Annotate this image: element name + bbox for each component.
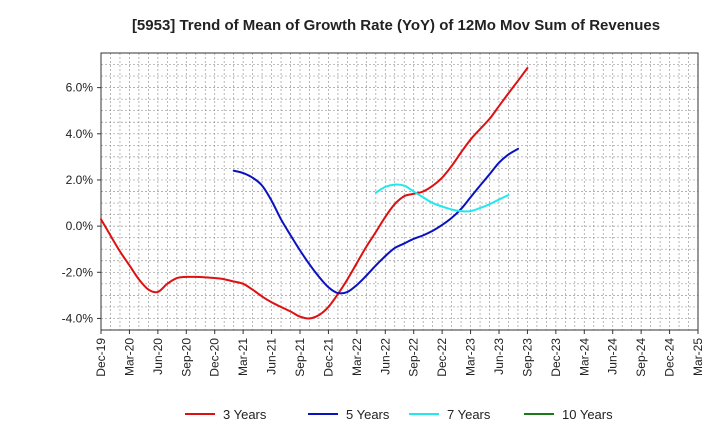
legend-item-5-years: 5 Years (308, 407, 390, 422)
series-line-3-years (100, 67, 529, 320)
x-tick-label: Jun-22 (378, 338, 392, 375)
legend-item-10-years: 10 Years (524, 407, 613, 422)
y-tick-label: 4.0% (66, 127, 94, 141)
x-tick-label: Mar-22 (350, 338, 364, 376)
legend-label-7-years: 7 Years (447, 407, 491, 422)
x-tick-label: Mar-25 (691, 338, 705, 376)
plot-frame (100, 52, 699, 331)
x-tick-label: Jun-21 (265, 338, 279, 375)
x-tick-label: Dec-24 (663, 338, 677, 377)
x-tick-label: Dec-21 (321, 338, 335, 377)
x-tick-label: Dec-22 (435, 338, 449, 377)
x-tick-label: Mar-21 (236, 338, 250, 376)
x-tick-label: Jun-23 (492, 338, 506, 375)
axes: -4.0% -2.0% 0.0% 2.0% 4.0% 6.0% Dec-19 Mar-20 Ju… (62, 52, 705, 377)
x-tick-label: Sep-24 (634, 338, 648, 377)
series-line-7-years (374, 183, 510, 213)
x-tick-label: Jun-20 (151, 338, 165, 375)
legend-label-10-years: 10 Years (562, 407, 613, 422)
legend-label-3-years: 3 Years (223, 407, 267, 422)
y-tick-label: 2.0% (66, 173, 94, 187)
x-tick-label: Mar-20 (122, 338, 136, 376)
chart-title: [5953] Trend of Mean of Growth Rate (YoY… (132, 17, 660, 34)
x-tick-label: Mar-24 (577, 338, 591, 376)
series-lines (100, 67, 529, 320)
legend-label-5-years: 5 Years (346, 407, 390, 422)
series-line-5-years (232, 147, 520, 295)
legend: 3 Years 5 Years 7 Years 10 Years (185, 407, 613, 422)
x-tick-label: Dec-23 (549, 338, 563, 377)
x-tick-label: Mar-23 (464, 338, 478, 376)
y-tick-label: -2.0% (62, 265, 94, 279)
legend-item-7-years: 7 Years (409, 407, 491, 422)
grid (100, 52, 699, 331)
x-tick-label: Dec-19 (94, 338, 108, 377)
legend-item-3-years: 3 Years (185, 407, 267, 422)
x-tick-label: Dec-20 (208, 338, 222, 377)
y-tick-label: -4.0% (62, 311, 94, 325)
x-tick-label: Jun-24 (606, 338, 620, 375)
y-tick-label: 0.0% (66, 219, 94, 233)
x-tick-label: Sep-22 (407, 338, 421, 377)
y-tick-label: 6.0% (66, 81, 94, 95)
x-tick-label: Sep-20 (179, 338, 193, 377)
x-tick-label: Sep-21 (293, 338, 307, 377)
x-tick-label: Sep-23 (520, 338, 534, 377)
